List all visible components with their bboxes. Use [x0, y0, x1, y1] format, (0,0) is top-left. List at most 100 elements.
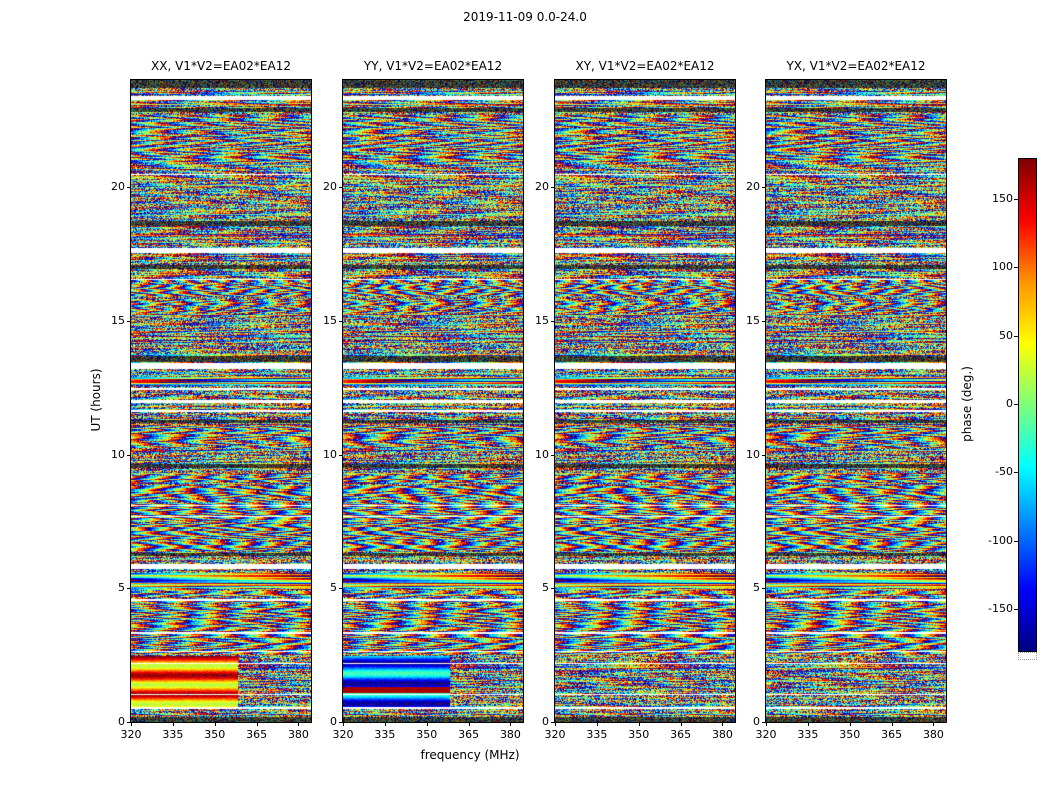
x-tick-label: 380: [922, 728, 944, 741]
heatmap-xy: [554, 79, 736, 723]
colorbar-tick-mark: [1014, 540, 1018, 542]
y-tick-label: 0: [753, 715, 760, 728]
colorbar-tick-mark: [1014, 609, 1018, 610]
colorbar-tick-label: 0: [1006, 397, 1013, 410]
panel-title-xy: XY, V1*V2=EA02*EA12: [575, 59, 715, 73]
y-tick-label: 15: [323, 313, 337, 327]
x-tick-label: 380: [287, 728, 309, 741]
x-tick-mark: [214, 722, 216, 726]
x-tick-label: 365: [458, 728, 480, 741]
x-tick-label: 320: [120, 728, 142, 741]
colorbar-tick-label: -50: [995, 465, 1013, 479]
x-tick-label: 350: [204, 728, 226, 741]
y-tick-mark: [762, 187, 766, 188]
x-tick-label: 335: [374, 728, 396, 741]
x-axis-label: frequency (MHz): [420, 748, 520, 762]
colorbar-tick-label: -100: [988, 533, 1013, 547]
colorbar-tick-label: -150: [988, 602, 1013, 615]
colorbar-under-extension: [1018, 652, 1037, 660]
y-tick-mark: [551, 454, 555, 456]
x-tick-mark: [596, 722, 598, 726]
y-tick-label: 20: [323, 180, 337, 193]
y-tick-label: 15: [746, 313, 760, 327]
y-tick-mark: [762, 320, 766, 322]
x-tick-mark: [256, 722, 258, 726]
x-tick-mark: [426, 722, 428, 726]
x-tick-label: 335: [797, 728, 819, 741]
y-tick-label: 20: [746, 180, 760, 193]
y-tick-mark: [551, 187, 555, 188]
y-tick-mark: [339, 588, 343, 590]
y-tick-mark: [551, 588, 555, 590]
x-tick-mark: [891, 722, 893, 726]
y-tick-label: 10: [746, 447, 760, 461]
x-tick-mark: [468, 722, 470, 726]
x-tick-mark: [849, 722, 851, 726]
x-tick-mark: [131, 722, 132, 726]
colorbar-label: phase (deg.): [960, 366, 974, 442]
x-tick-mark: [172, 722, 174, 726]
panel-title-yx: YX, V1*V2=EA02*EA12: [786, 59, 926, 73]
x-tick-label: 380: [499, 728, 521, 741]
x-tick-mark: [343, 722, 344, 726]
heatmap-yy: [342, 79, 524, 723]
y-tick-label: 5: [753, 581, 760, 595]
panel-title-xx: XX, V1*V2=EA02*EA12: [151, 59, 291, 73]
x-tick-label: 350: [628, 728, 650, 741]
y-tick-label: 10: [111, 447, 125, 461]
y-tick-mark: [127, 187, 131, 188]
x-tick-label: 350: [416, 728, 438, 741]
x-tick-label: 380: [711, 728, 733, 741]
y-axis-label: UT (hours): [89, 368, 103, 432]
heatmap-yx: [765, 79, 947, 723]
y-tick-mark: [127, 320, 131, 322]
y-tick-mark: [762, 588, 766, 590]
x-tick-label: 365: [881, 728, 903, 741]
y-tick-mark: [762, 722, 766, 723]
x-tick-label: 320: [755, 728, 777, 741]
y-tick-label: 20: [111, 180, 125, 193]
y-tick-mark: [339, 187, 343, 188]
x-tick-label: 335: [586, 728, 608, 741]
y-tick-label: 10: [535, 447, 549, 461]
x-tick-label: 365: [246, 728, 268, 741]
x-tick-mark: [807, 722, 809, 726]
figure-title: 2019-11-09 0.0-24.0: [463, 10, 587, 24]
y-tick-mark: [339, 454, 343, 456]
y-tick-label: 10: [323, 447, 337, 461]
y-tick-label: 5: [118, 581, 125, 595]
x-tick-mark: [638, 722, 640, 726]
x-tick-mark: [510, 722, 512, 726]
colorbar-tick-mark: [1014, 404, 1018, 405]
y-tick-mark: [127, 588, 131, 590]
colorbar-tick-mark: [1014, 199, 1018, 200]
y-tick-label: 15: [535, 313, 549, 327]
x-tick-label: 350: [839, 728, 861, 741]
y-tick-label: 0: [330, 715, 337, 728]
x-tick-mark: [680, 722, 682, 726]
x-tick-mark: [384, 722, 386, 726]
y-tick-mark: [339, 320, 343, 322]
x-tick-mark: [933, 722, 935, 726]
colorbar-tick-label: 50: [999, 328, 1013, 342]
y-tick-label: 20: [535, 180, 549, 193]
x-tick-label: 320: [544, 728, 566, 741]
x-tick-mark: [722, 722, 724, 726]
y-tick-label: 5: [542, 581, 549, 595]
x-tick-label: 365: [670, 728, 692, 741]
x-tick-mark: [555, 722, 556, 726]
y-tick-mark: [339, 722, 343, 723]
y-tick-mark: [762, 454, 766, 456]
y-tick-mark: [551, 320, 555, 322]
y-tick-mark: [127, 722, 131, 723]
y-tick-label: 0: [118, 715, 125, 728]
x-tick-label: 320: [332, 728, 354, 741]
colorbar-tick-label: 100: [992, 260, 1013, 274]
x-tick-label: 335: [162, 728, 184, 741]
x-tick-mark: [298, 722, 300, 726]
x-tick-mark: [766, 722, 767, 726]
y-tick-label: 0: [542, 715, 549, 728]
colorbar-gradient: [1018, 158, 1037, 652]
colorbar-tick-mark: [1014, 472, 1018, 474]
